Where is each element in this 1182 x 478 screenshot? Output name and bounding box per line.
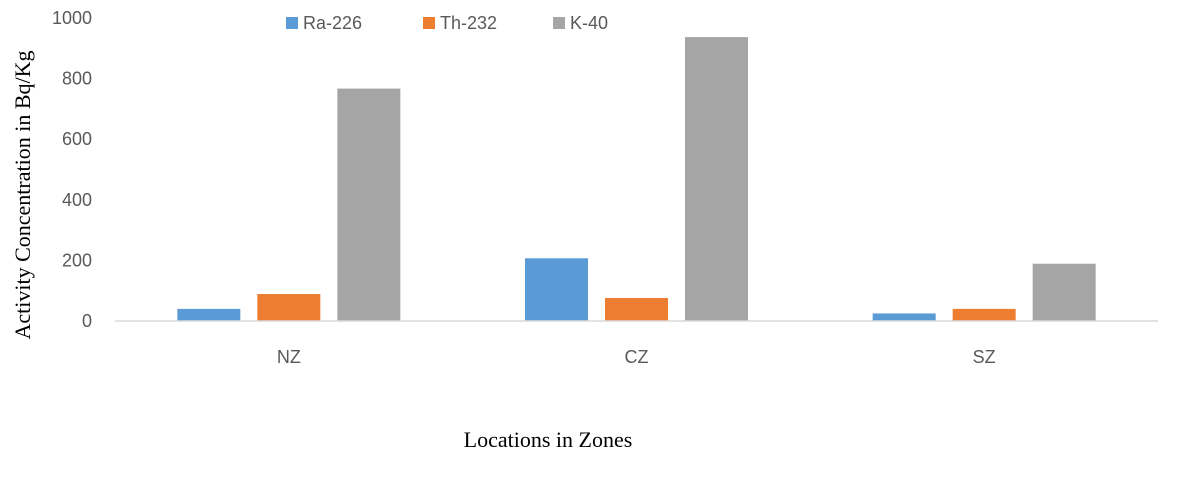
legend-swatch: [553, 17, 565, 29]
bar-ra-226-nz: [177, 308, 241, 321]
x-tick-label: NZ: [277, 347, 301, 367]
y-tick-label: 1000: [52, 8, 92, 28]
x-tick-label: SZ: [973, 347, 996, 367]
bar-k-40-nz: [337, 88, 401, 321]
y-tick-label: 200: [62, 250, 92, 270]
bars: [177, 37, 1096, 322]
legend-label: K-40: [570, 13, 608, 33]
x-tick-label: CZ: [625, 347, 649, 367]
legend-label: Th-232: [440, 13, 497, 33]
legend-swatch: [286, 17, 298, 29]
legend: Ra-226 Th-232 K-40: [286, 13, 608, 33]
bar-th-232-nz: [257, 294, 321, 321]
legend-label: Ra-226: [303, 13, 362, 33]
bar-th-232-sz: [952, 308, 1016, 321]
x-axis-title: Locations in Zones: [464, 427, 633, 452]
y-axis-ticks: 0 200 400 600 800 1000: [52, 8, 92, 331]
y-tick-label: 800: [62, 69, 92, 89]
bar-ra-226-sz: [872, 313, 936, 321]
y-tick-label: 600: [62, 129, 92, 149]
y-tick-label: 400: [62, 190, 92, 210]
y-tick-label: 0: [82, 311, 92, 331]
bar-k-40-sz: [1032, 263, 1096, 321]
x-axis-categories: NZ CZ SZ: [277, 347, 996, 367]
bar-k-40-cz: [685, 37, 748, 322]
y-axis-title: Activity Concentration in Bq/Kg: [10, 50, 35, 339]
legend-swatch: [423, 17, 435, 29]
bar-ra-226-cz: [525, 258, 588, 321]
bar-th-232-cz: [605, 297, 668, 321]
